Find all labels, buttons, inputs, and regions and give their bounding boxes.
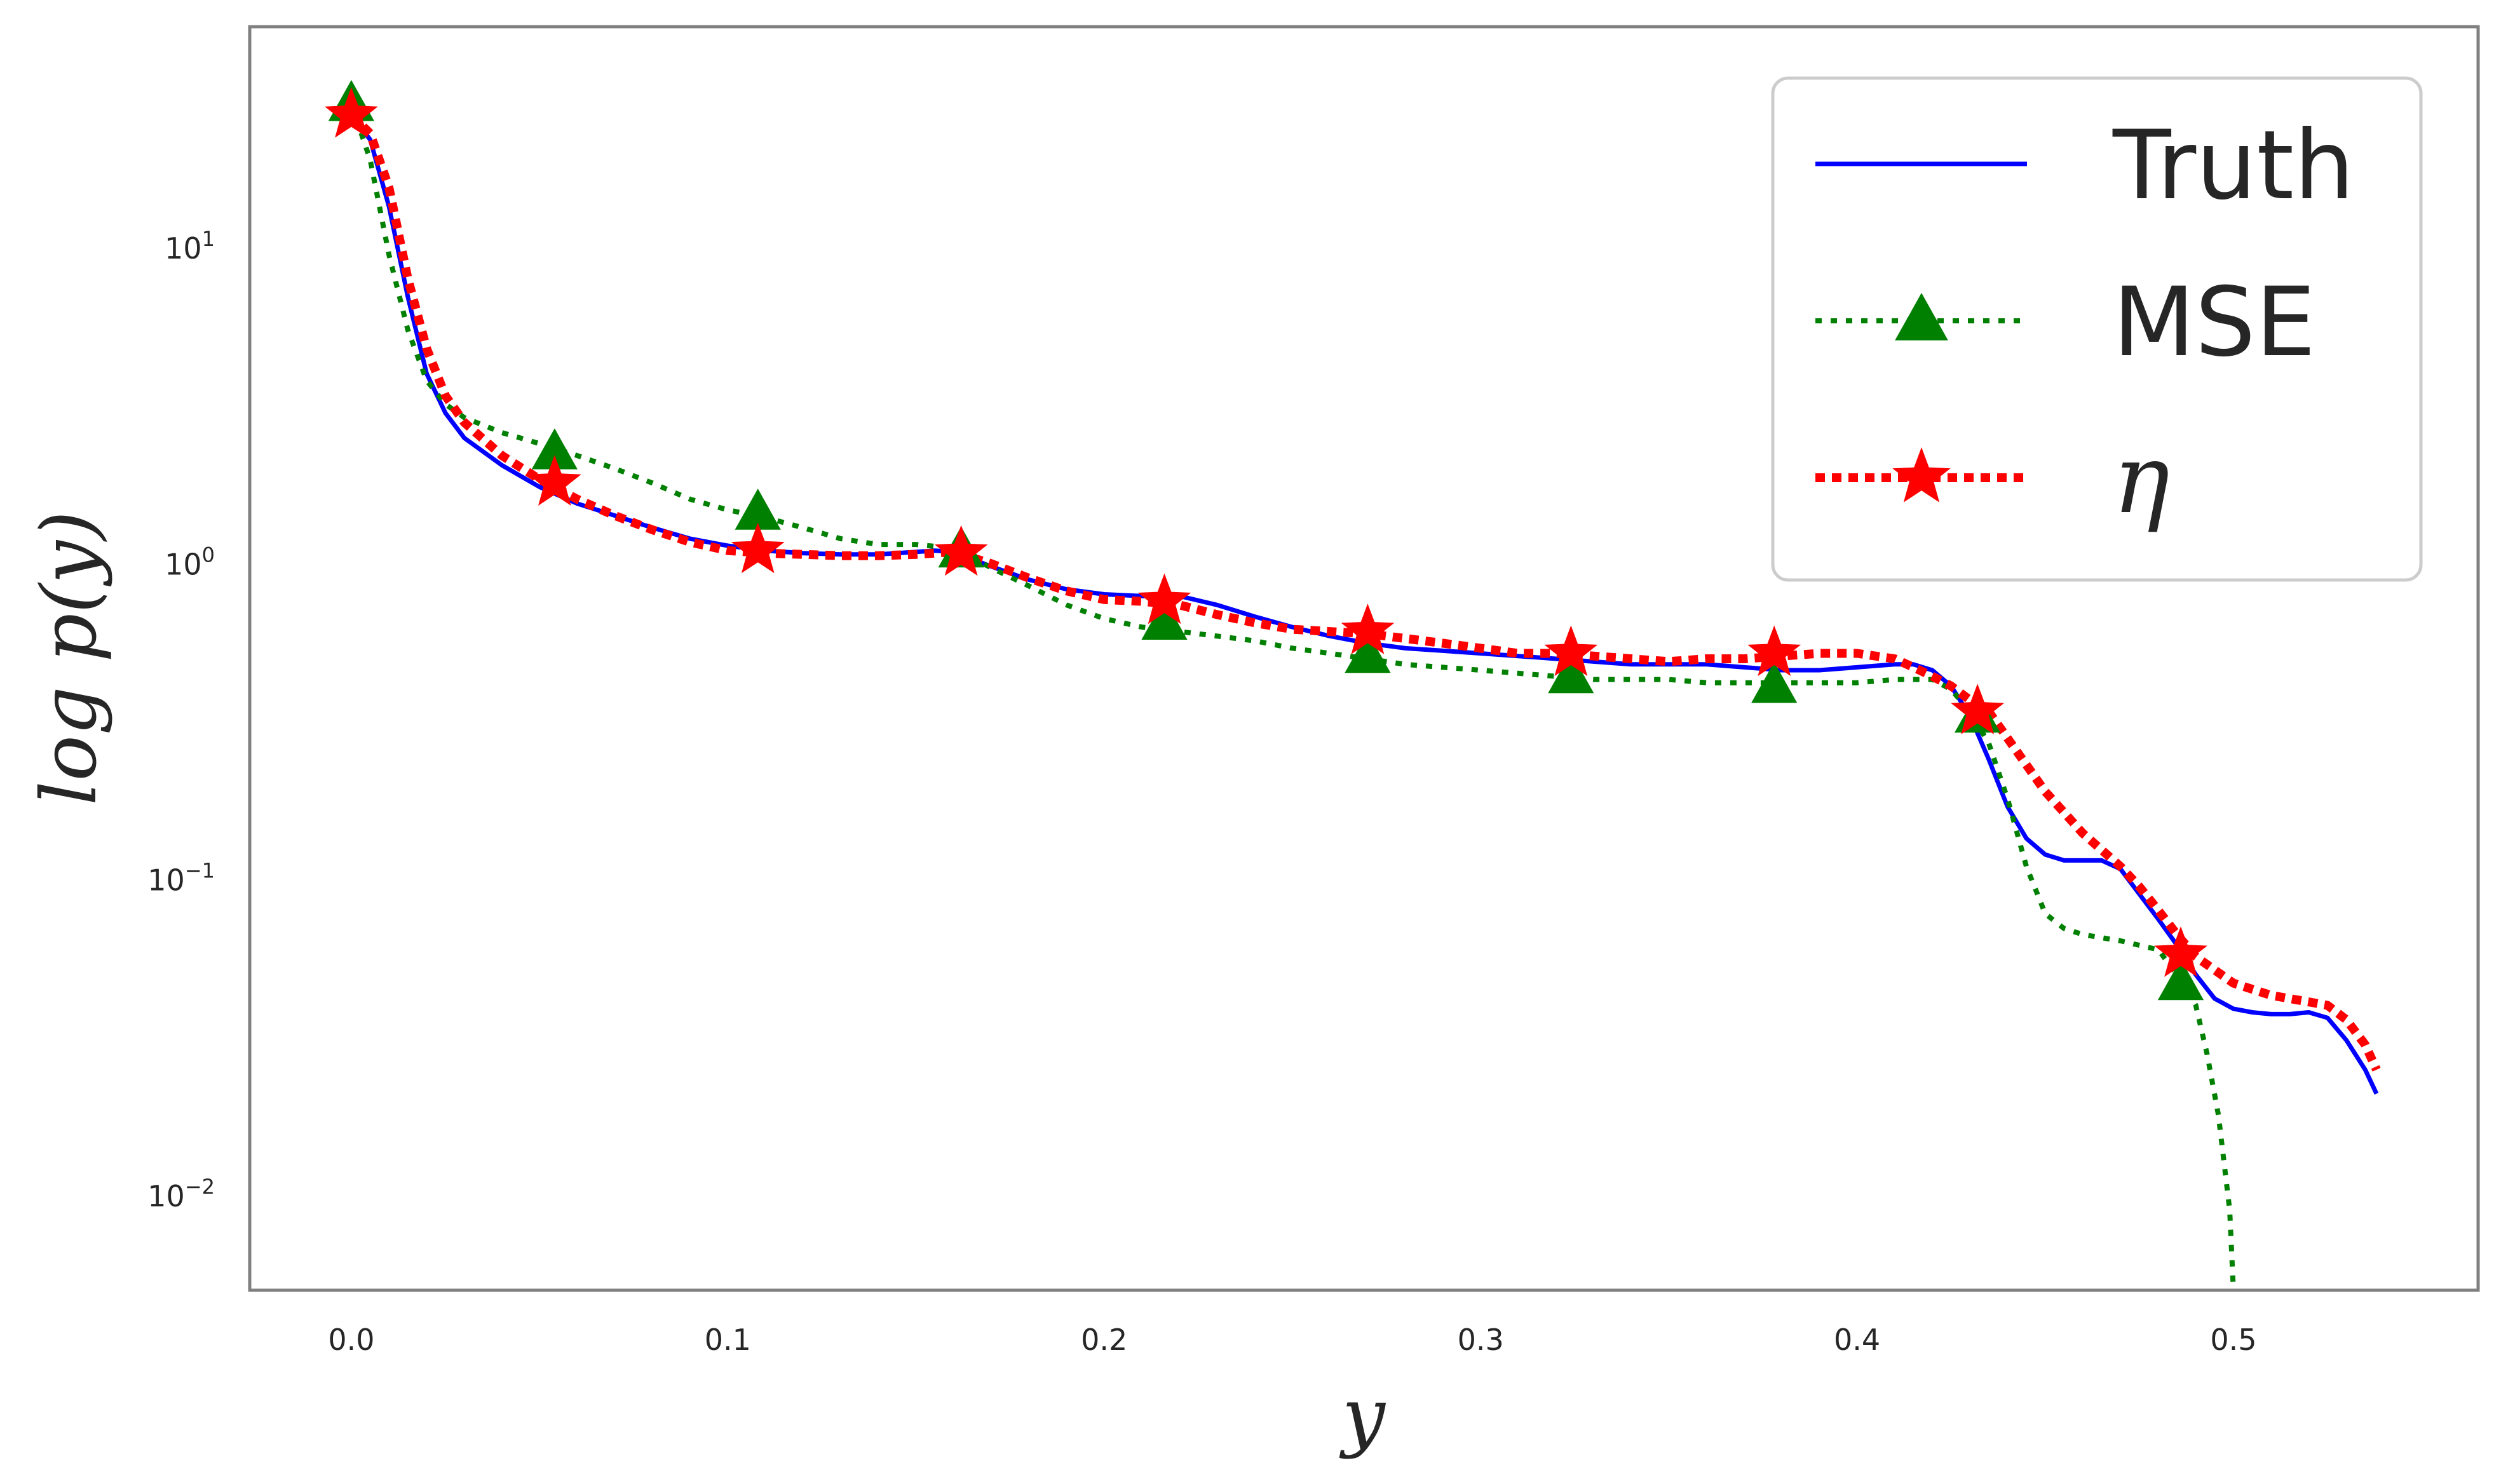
legend-item-mse: MSE <box>1815 267 2315 378</box>
legend-label-truth: Truth <box>2112 111 2354 221</box>
mse-marker <box>1751 661 1798 703</box>
mse-marker <box>1141 598 1188 640</box>
x-tick-label: 0.1 <box>705 1323 751 1357</box>
mse-marker <box>531 428 578 469</box>
eta-marker <box>1341 604 1395 654</box>
y-tick-label: 10−2 <box>147 1175 215 1213</box>
marker-layer <box>325 79 2207 1001</box>
eta-line <box>348 112 2381 1072</box>
eta-marker <box>731 522 785 574</box>
eta-marker <box>1544 625 1598 677</box>
eta-marker <box>1951 684 2004 734</box>
x-tick-label: 0.2 <box>1081 1323 1127 1357</box>
x-tick-label: 0.0 <box>328 1323 374 1357</box>
y-tick-label: 101 <box>165 227 215 266</box>
series-layer <box>348 103 2381 1290</box>
legend: Truth MSE η <box>1771 76 2423 582</box>
legend-label-eta: η <box>2113 424 2170 535</box>
mse-line <box>349 103 2236 1290</box>
x-tick-labels: 0.0 0.1 0.2 0.3 0.4 0.5 <box>328 1323 2256 1357</box>
mse-marker <box>1548 652 1594 694</box>
plot-frame <box>248 25 2480 1292</box>
legend-item-truth: Truth <box>1815 111 2354 221</box>
x-tick-label: 0.5 <box>2210 1323 2256 1357</box>
y-tick-label: 100 <box>165 543 215 581</box>
x-tick-label: 0.3 <box>1458 1323 1504 1357</box>
eta-marker <box>934 525 988 576</box>
y-tick-labels: 101 100 10−1 10−2 <box>147 227 215 1213</box>
mse-marker <box>1345 631 1391 673</box>
x-axis-title: y <box>1339 1372 1386 1460</box>
legend-marker-eta <box>1892 447 1951 503</box>
eta-marker <box>325 87 378 138</box>
legend-items: Truth MSE η <box>1815 111 2354 535</box>
y-tick-label: 10−1 <box>147 859 215 898</box>
mse-marker <box>2157 959 2204 1001</box>
eta-marker <box>1747 625 1801 677</box>
y-axis-title: log p(y) <box>25 511 114 806</box>
eta-marker <box>2154 926 2207 977</box>
eta-marker <box>1137 573 1191 624</box>
legend-label-mse: MSE <box>2113 267 2315 378</box>
legend-box <box>1771 76 2423 582</box>
legend-marker-mse <box>1895 293 1948 341</box>
legend-item-eta: η <box>1815 424 2170 535</box>
mse-marker <box>735 489 781 530</box>
x-tick-label: 0.4 <box>1834 1323 1880 1357</box>
eta-marker <box>528 455 581 506</box>
